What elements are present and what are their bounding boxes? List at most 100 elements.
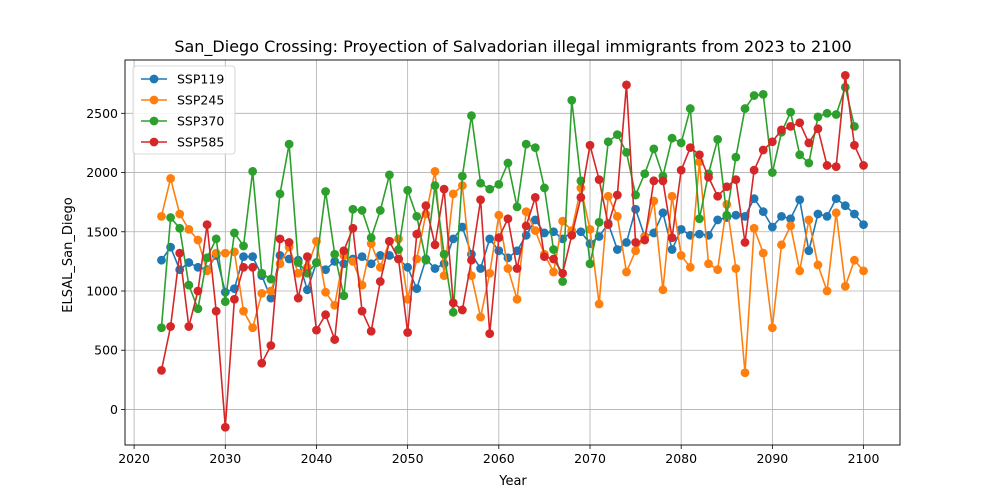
data-point [740,211,750,221]
data-point [704,259,713,269]
data-point [266,274,276,284]
data-point [257,358,267,368]
data-point [767,222,777,232]
data-point [795,118,805,128]
data-point [622,267,631,277]
data-point [585,140,595,150]
data-point [695,214,704,224]
data-point [193,304,203,314]
data-point [385,236,394,246]
data-point [840,281,850,291]
data-point [239,262,248,272]
data-point [859,161,868,170]
data-point [804,215,814,225]
legend-box [132,65,236,155]
data-point [777,240,786,250]
data-point [658,208,668,218]
data-point [230,294,239,304]
data-point [831,162,841,172]
y-tick-label: 1000 [86,284,118,299]
data-point [266,286,276,296]
data-point [375,251,385,260]
data-point [412,211,422,221]
data-point [685,262,695,272]
data-point [312,258,321,267]
data-point [722,200,732,209]
data-point [275,189,285,199]
data-point [366,233,376,243]
y-tick-label: 2500 [86,106,118,121]
data-point [239,241,248,251]
data-point [558,268,568,278]
data-point [549,245,558,254]
data-point [840,201,850,211]
data-point [740,368,750,378]
data-point [731,175,741,185]
data-point [394,234,403,244]
data-point [403,328,413,337]
data-point [457,171,467,181]
data-point [713,191,723,201]
data-point [184,258,194,267]
data-point [795,150,805,160]
x-tick-label: 2060 [483,451,515,466]
data-point [585,259,595,269]
data-point [421,201,431,211]
data-point [457,222,467,232]
data-point [248,252,258,262]
data-point [175,248,185,258]
data-point [284,238,294,247]
data-point [813,209,823,219]
data-point [403,262,413,272]
data-point [813,260,823,270]
legend-swatch-marker [149,95,159,105]
data-point [321,265,330,275]
legend-entry-ssp245: SSP245 [177,93,224,108]
data-point [767,168,777,177]
data-point [850,209,859,219]
data-point [512,294,522,304]
data-point [476,312,485,322]
data-point [302,285,312,295]
data-point [758,207,768,217]
data-point [649,228,659,238]
data-point [676,138,686,148]
data-point [476,195,485,205]
data-point [239,306,248,316]
x-tick-label: 2100 [848,451,880,466]
data-point [612,130,622,140]
data-point [512,202,522,212]
data-point [530,226,540,235]
data-point [293,268,303,278]
data-point [394,245,403,254]
data-point [157,365,166,375]
data-point [257,288,267,298]
data-point [348,204,358,214]
data-point [722,182,732,192]
data-point [549,254,558,264]
x-tick-label: 2070 [574,451,606,466]
plot-area: 2020 2030 2040 2050 2060 2070 2080 2090 2100 0 500… [86,59,901,466]
data-point [439,249,449,259]
data-point [202,253,212,263]
y-tick-label: 1500 [86,224,118,239]
data-point [293,293,303,303]
y-axis-label: ELSAL_San_Diego [61,197,76,312]
data-point [822,161,832,170]
data-point [676,225,686,234]
data-point [230,228,239,238]
legend-entry-ssp585: SSP585 [177,135,224,150]
data-point [485,329,495,339]
data-point [850,255,859,265]
data-point [175,223,185,233]
data-point [302,252,312,262]
data-point [448,189,458,199]
data-point [530,215,540,225]
data-point [549,267,558,277]
legend-swatch-marker [149,74,159,84]
data-point [476,264,485,273]
data-point [494,233,504,243]
data-point [631,246,640,256]
data-point [840,82,850,92]
data-point [631,204,640,214]
